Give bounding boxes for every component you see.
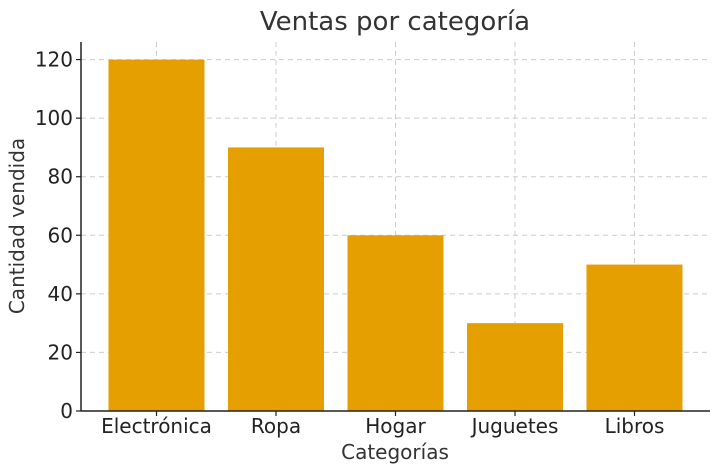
bar-libros [586,264,683,411]
bar-ropa [228,147,324,411]
y-tick-label: 80 [48,165,73,189]
bars [108,59,683,411]
y-tick-label: 40 [48,282,73,306]
chart-title: Ventas por categoría [260,7,530,37]
bar-hogar [347,235,444,411]
x-tick-label: Ropa [251,414,301,438]
x-tick-label: Libros [605,414,665,438]
y-ticks: 0 20 40 60 80 100 120 [35,48,81,423]
y-tick-label: 0 [60,399,73,423]
y-axis-label: Cantidad vendida [5,138,29,314]
x-ticks: Electrónica Ropa Hogar Juguetes Libros [101,411,664,438]
x-tick-label: Juguetes [470,414,559,438]
bar-electronica [108,59,205,411]
x-axis-label: Categorías [341,440,449,464]
x-tick-label: Hogar [365,414,426,438]
y-tick-label: 100 [35,106,73,130]
y-tick-label: 120 [35,48,73,72]
y-tick-label: 60 [48,223,73,247]
bar-juguetes [467,323,563,411]
y-tick-label: 20 [48,340,73,364]
x-tick-label: Electrónica [101,414,212,438]
